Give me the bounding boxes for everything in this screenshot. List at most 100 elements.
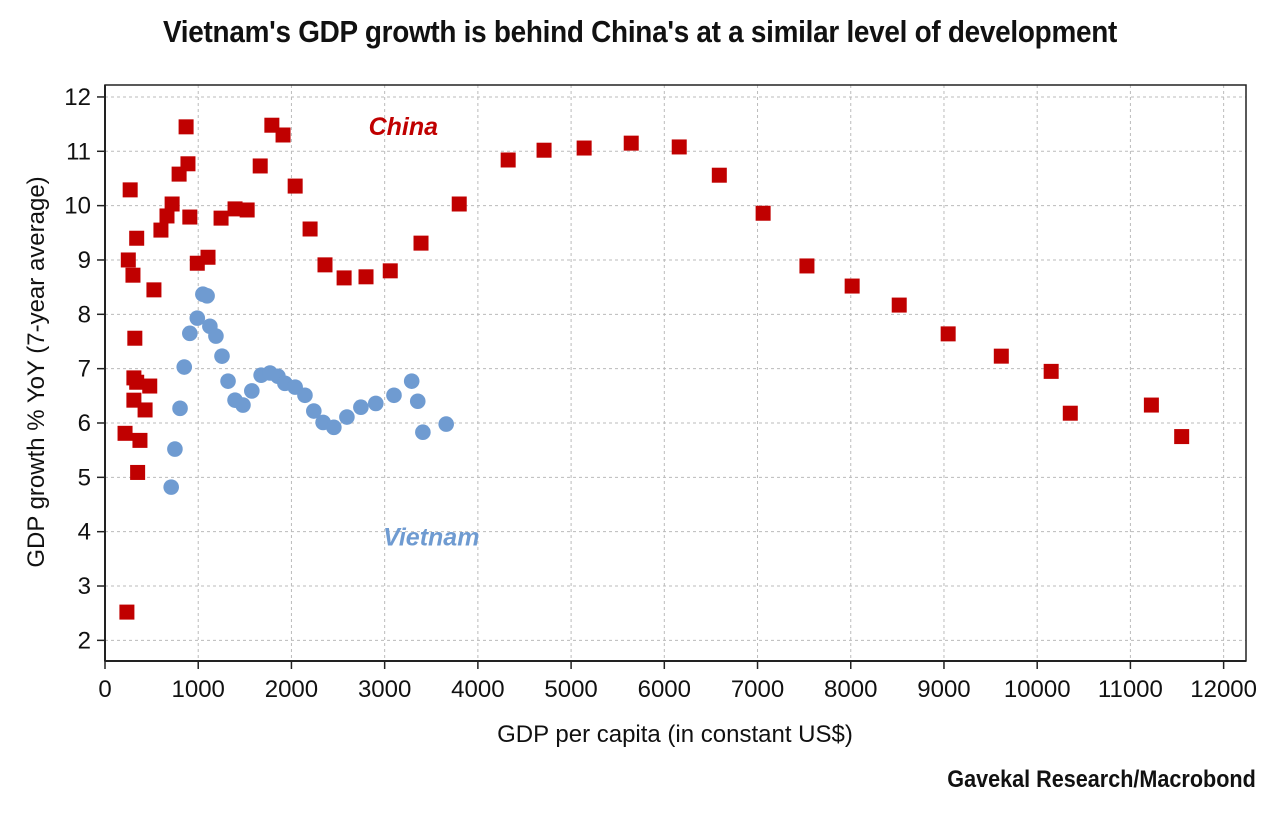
vietnam-point (182, 325, 198, 342)
source-credit: Gavekal Research/Macrobond (947, 766, 1256, 793)
x-tick-label: 6000 (638, 676, 691, 703)
china-point (1043, 363, 1059, 379)
china-point (164, 196, 180, 212)
y-axis-label: GDP growth % YoY (7-year average) (23, 176, 50, 567)
y-tick-label: 5 (78, 464, 91, 491)
vietnam-point (176, 359, 193, 375)
vietnam-point (244, 383, 260, 399)
axes: 0 1000 2000 3000 4000 5000 6000 7000 8000 9000 100… (64, 84, 1257, 703)
x-tick-label: 2000 (265, 676, 318, 703)
x-tick-label: 0 (98, 676, 111, 703)
y-tick-label: 2 (78, 627, 91, 654)
vietnam-point (326, 419, 342, 436)
x-tick-label: 12000 (1190, 676, 1257, 703)
china-point (317, 257, 333, 273)
china-point (358, 269, 374, 285)
china-point (275, 127, 291, 143)
vietnam-point (339, 409, 355, 425)
vietnam-point (353, 399, 369, 416)
y-tick-label: 12 (64, 84, 91, 111)
china-point (623, 135, 639, 151)
china-point (536, 142, 552, 158)
china-point (180, 156, 196, 172)
data-marks (117, 117, 1190, 620)
china-point (182, 209, 198, 225)
china-point (122, 182, 138, 198)
china-series-label: China (369, 113, 439, 141)
series-labels: China Vietnam (369, 113, 480, 551)
china-point (891, 297, 907, 313)
china-point (153, 222, 169, 238)
vietnam-point (163, 479, 179, 495)
china-point (451, 196, 467, 212)
china-point (500, 152, 516, 168)
china-point (200, 249, 216, 265)
china-point (130, 464, 146, 480)
china-point (993, 348, 1009, 364)
x-tick-label: 5000 (544, 676, 597, 703)
china-point (252, 158, 268, 174)
china-point (413, 235, 429, 251)
china-point (671, 139, 687, 155)
vietnam-series-label: Vietnam (383, 523, 479, 551)
china-point (576, 140, 592, 156)
china-point (125, 267, 141, 283)
china-point (711, 167, 727, 183)
china-point (129, 374, 145, 390)
vietnam-point (297, 387, 313, 404)
china-point (117, 425, 133, 441)
china-point (239, 202, 255, 218)
y-tick-label: 3 (78, 573, 91, 600)
china-point (127, 330, 143, 346)
x-tick-label: 8000 (824, 676, 877, 703)
china-point (132, 432, 148, 448)
vietnam-point (368, 395, 384, 412)
x-tick-label: 10000 (1004, 676, 1071, 703)
y-tick-label: 4 (78, 519, 91, 546)
vietnam-point (438, 416, 454, 432)
china-point (119, 604, 135, 620)
x-axis-label: GDP per capita (in constant US$) (497, 721, 853, 748)
china-point (336, 270, 352, 286)
china-point (1143, 397, 1159, 413)
china-point (159, 208, 175, 224)
grid (105, 85, 1246, 661)
china-point (227, 201, 243, 217)
china-point (1174, 429, 1190, 445)
china-point (213, 210, 229, 226)
vietnam-point (220, 373, 236, 389)
china-point (844, 278, 860, 294)
china-point (382, 263, 398, 279)
vietnam-point (306, 403, 322, 419)
y-tick-label: 8 (78, 301, 91, 328)
vietnam-point (189, 310, 206, 326)
y-tick-label: 10 (64, 193, 91, 220)
chart-title: Vietnam's GDP growth is behind China's a… (162, 14, 1118, 49)
china-point (799, 258, 815, 274)
y-tick-label: 9 (78, 247, 91, 274)
china-point (146, 282, 162, 298)
x-tick-label: 11000 (1098, 676, 1163, 703)
x-tick-label: 7000 (731, 676, 784, 703)
y-tick-label: 7 (78, 356, 91, 383)
china-point (142, 378, 158, 394)
vietnam-point (386, 387, 402, 404)
vietnam-point (403, 373, 420, 389)
vietnam-point (172, 400, 188, 417)
china-point (755, 205, 771, 221)
x-tick-label: 4000 (451, 676, 504, 703)
china-point (287, 178, 303, 194)
y-tick-label: 11 (66, 138, 91, 165)
x-tick-label: 1000 (172, 676, 225, 703)
china-point (1062, 405, 1078, 421)
vietnam-point (214, 348, 230, 364)
vietnam-point (415, 424, 431, 441)
china-point (120, 252, 136, 268)
china-point (302, 221, 318, 237)
vietnam-point (208, 328, 224, 344)
x-tick-label: 3000 (358, 676, 411, 703)
vietnam-point (199, 288, 215, 304)
china-point (137, 402, 153, 418)
china-point (940, 326, 956, 342)
